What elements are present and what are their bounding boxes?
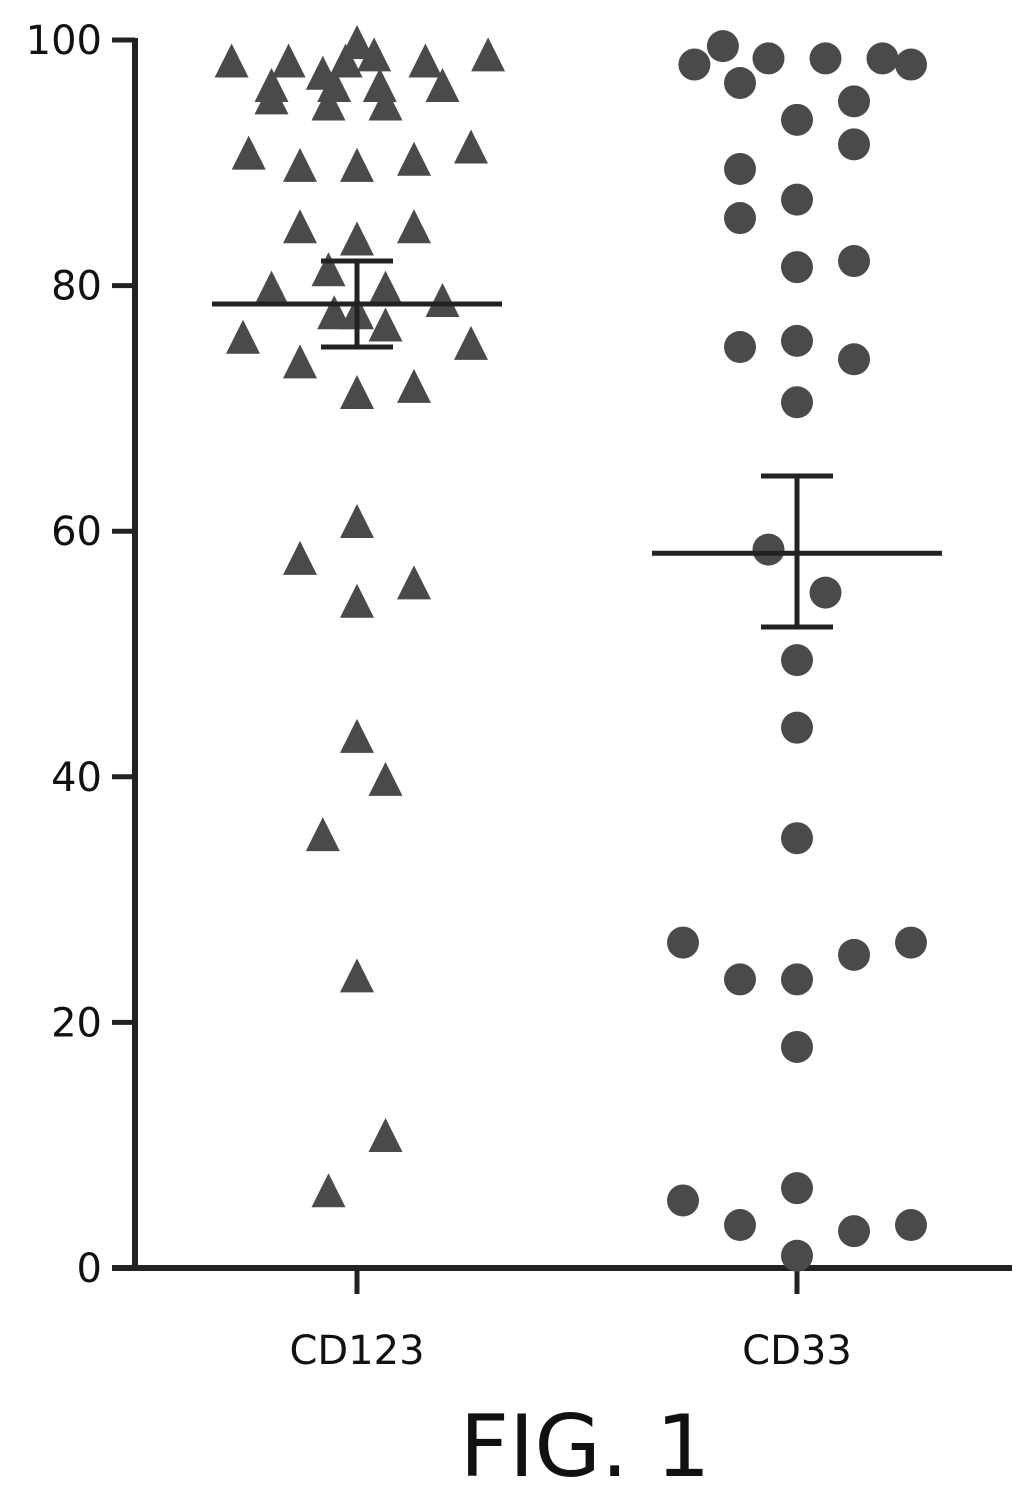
cd33-point [667,1184,699,1217]
axes [112,37,1012,1294]
cd123-point [397,209,431,244]
cd33-point [781,1239,813,1272]
cd33-point [781,386,813,419]
x-category-label: CD123 [289,1328,424,1374]
cd123-point [340,583,374,618]
cd33-point [724,1209,756,1242]
cd33-point [706,30,739,63]
cd123-point [305,817,340,852]
cd33-point [866,42,899,75]
x-category-label: CD33 [742,1328,852,1374]
cd123-point [311,86,346,121]
cd33-point [752,42,785,75]
cd123-point [231,135,266,170]
cd33-point [678,48,711,81]
cd123-point [425,68,460,103]
cd123-point [397,141,431,176]
cd33-point [667,926,699,959]
cd33-point [724,152,756,185]
y-tick-label: 20 [51,1000,102,1046]
cd123-point [340,375,374,410]
cd33-point [724,202,756,235]
cd33-point [781,963,813,996]
cd123-point [471,37,506,72]
cd33-point [895,926,927,959]
cd33-point [781,183,813,216]
cd33-point [838,128,870,161]
y-tick-label: 40 [51,755,102,801]
cd33-point [838,85,870,118]
cd33-point [781,711,813,744]
cd123-point [368,270,403,305]
cd123-point [226,319,260,354]
cd33-point [895,48,927,81]
cd123-point [454,129,488,164]
cd33-point [809,576,842,609]
cd123-point [368,86,403,121]
cd33-point [809,42,842,75]
cd123-point [454,325,488,360]
cd123-point [368,1117,403,1152]
cd33-point [781,822,813,855]
cd33-point [724,66,756,99]
cd123-point [283,209,317,244]
cd33-point [724,963,756,996]
data-points [214,25,927,1272]
cd123-point [368,761,403,796]
cd123-point [397,565,431,600]
cd123-point [340,718,374,753]
cd123-point [254,80,289,115]
cd123-point [425,282,460,317]
cd123-point [362,68,397,103]
y-tick-label: 60 [51,509,102,555]
cd33-point [781,1172,813,1205]
y-tick-label: 100 [26,18,102,64]
cd33-point [838,1215,870,1248]
cd123-point [328,43,363,78]
cd123-point [311,1173,346,1208]
mean-error-bars [212,258,942,630]
cd33-point [781,1030,813,1063]
cd33-point [781,103,813,136]
cd123-point [340,503,374,538]
cd123-point [283,540,317,575]
cd33-point [781,251,813,284]
cd123-point [317,295,352,330]
cd33-point [838,938,870,971]
cd123-point [283,147,317,182]
cd33-point [781,324,813,357]
cd123-point [271,43,306,78]
y-tick-label: 80 [51,264,102,310]
axis-labels: 0 20 40 60 80 100 CD123 CD33 [26,18,852,1374]
cd123-point [397,368,431,403]
cd123-point [311,252,346,287]
cd123-point [340,147,374,182]
y-tick-label: 0 [77,1246,102,1292]
cd123-point [340,221,374,256]
cd33-point [895,1209,927,1242]
cd33-point [838,245,870,278]
figure-caption: FIG. 1 [460,1397,711,1497]
cd33-point [781,644,813,677]
cd123-point [340,958,374,993]
cd123-point [254,270,289,305]
cd123-point [368,307,403,342]
cd123-point [283,344,317,379]
cd33-point [838,343,870,376]
cd33-point [724,331,756,363]
cd123-point [408,43,443,78]
cd123-point [340,25,374,60]
cd123-point [214,43,249,78]
cd123-point [357,37,392,72]
cd33-point [752,533,785,566]
